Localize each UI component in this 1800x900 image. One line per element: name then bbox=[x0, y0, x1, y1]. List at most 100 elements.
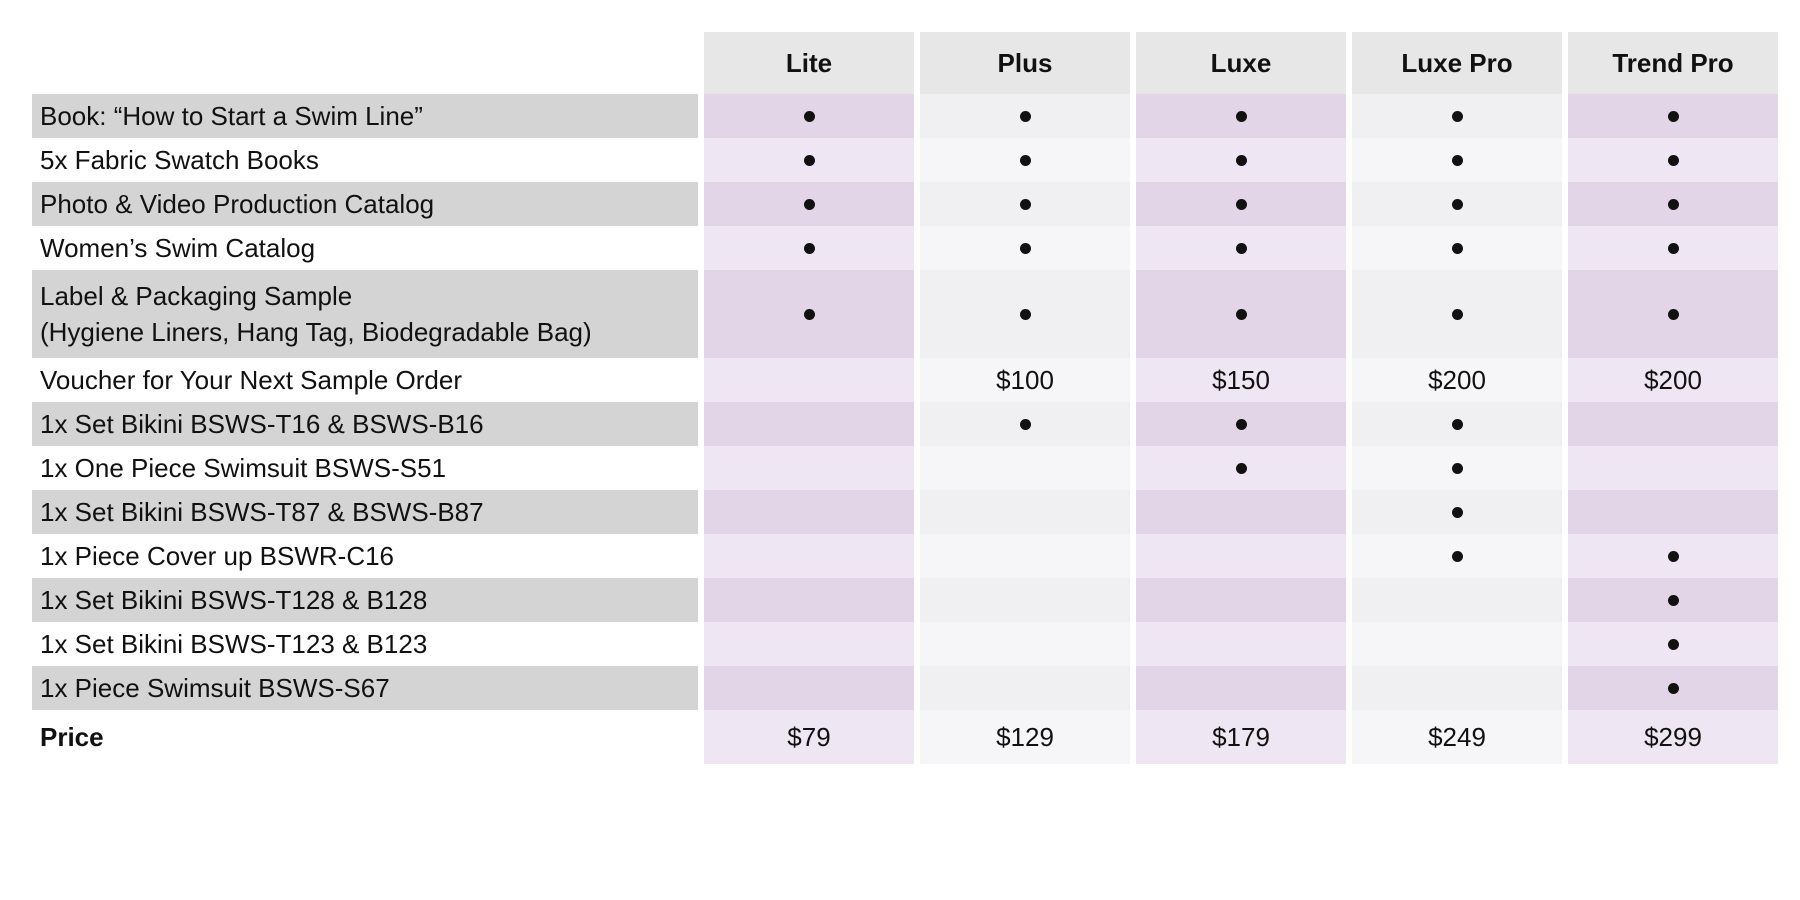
cell-plus bbox=[920, 490, 1130, 534]
bullet-dot-icon bbox=[1667, 242, 1679, 254]
bullet-dot-icon bbox=[1235, 242, 1247, 254]
bullet-dot-icon bbox=[1451, 418, 1463, 430]
bullet-dot-icon bbox=[1451, 110, 1463, 122]
bullet-dot-icon bbox=[1235, 198, 1247, 210]
cell-plus bbox=[920, 138, 1130, 182]
bullet-dot-icon bbox=[1235, 110, 1247, 122]
cell-luxe bbox=[1136, 622, 1346, 666]
cell-lite bbox=[704, 270, 914, 358]
cell-trend-pro bbox=[1568, 490, 1778, 534]
cell-plus: $100 bbox=[920, 358, 1130, 402]
bullet-dot-icon bbox=[1667, 198, 1679, 210]
row-label-line: 1x Piece Cover up BSWR-C16 bbox=[40, 541, 395, 571]
bullet-dot-icon bbox=[1235, 462, 1247, 474]
cell-lite bbox=[704, 446, 914, 490]
bullet-dot-icon bbox=[1235, 154, 1247, 166]
cell-luxe bbox=[1136, 578, 1346, 622]
bullet-dot-icon bbox=[1235, 418, 1247, 430]
bullet-dot-icon bbox=[1451, 308, 1463, 320]
bullet-dot-icon bbox=[1451, 506, 1463, 518]
cell-luxe-pro bbox=[1352, 402, 1562, 446]
row-label-text: Label & Packaging Sample (Hygiene Liners,… bbox=[40, 278, 592, 350]
bullet-dot-icon bbox=[1019, 418, 1031, 430]
cell-plus bbox=[920, 402, 1130, 446]
row-label: 5x Fabric Swatch Books bbox=[32, 138, 698, 182]
cell-luxe bbox=[1136, 666, 1346, 710]
row-label-text: 1x Set Bikini BSWS-T87 & BSWS-B87 bbox=[40, 494, 484, 530]
cell-value: $200 bbox=[1644, 364, 1702, 395]
cell-lite bbox=[704, 578, 914, 622]
cell-trend-pro bbox=[1568, 622, 1778, 666]
cell-lite bbox=[704, 622, 914, 666]
comparison-table: Lite Plus Luxe Luxe Pro Trend Pro Book: “How … bbox=[32, 32, 1778, 764]
bullet-dot-icon bbox=[1019, 154, 1031, 166]
bullet-dot-icon bbox=[1451, 242, 1463, 254]
cell-lite bbox=[704, 358, 914, 402]
cell-luxe bbox=[1136, 138, 1346, 182]
row-label-line: Photo & Video Production Catalog bbox=[40, 189, 435, 219]
cell-luxe-pro: $200 bbox=[1352, 358, 1562, 402]
row-label: Label & Packaging Sample (Hygiene Liners,… bbox=[32, 270, 698, 358]
row-label-text: Voucher for Your Next Sample Order bbox=[40, 362, 462, 398]
row-label: Book: “How to Start a Swim Line” bbox=[32, 94, 698, 138]
row-label-text: 1x One Piece Swimsuit BSWS-S51 bbox=[40, 450, 446, 486]
cell-trend-pro bbox=[1568, 534, 1778, 578]
bullet-dot-icon bbox=[803, 242, 815, 254]
bullet-dot-icon bbox=[803, 154, 815, 166]
row-label-text: 1x Set Bikini BSWS-T128 & B128 bbox=[40, 582, 427, 618]
row-label: 1x One Piece Swimsuit BSWS-S51 bbox=[32, 446, 698, 490]
row-label-line: 1x Set Bikini BSWS-T16 & BSWS-B16 bbox=[40, 409, 484, 439]
bullet-dot-icon bbox=[1019, 308, 1031, 320]
row-label-text: Book: “How to Start a Swim Line” bbox=[40, 98, 423, 134]
bullet-dot-icon bbox=[1667, 308, 1679, 320]
cell-luxe-pro bbox=[1352, 578, 1562, 622]
bullet-dot-icon bbox=[1667, 682, 1679, 694]
cell-plus bbox=[920, 94, 1130, 138]
row-label: Voucher for Your Next Sample Order bbox=[32, 358, 698, 402]
row-label-text: 1x Piece Cover up BSWR-C16 bbox=[40, 538, 394, 574]
row-label-line: 1x Set Bikini BSWS-T87 & BSWS-B87 bbox=[40, 497, 484, 527]
cell-luxe bbox=[1136, 534, 1346, 578]
column-header-lite: Lite bbox=[704, 32, 914, 94]
bullet-dot-icon bbox=[1667, 154, 1679, 166]
cell-plus bbox=[920, 270, 1130, 358]
header-corner bbox=[32, 32, 698, 94]
cell-lite bbox=[704, 402, 914, 446]
row-label: 1x Piece Cover up BSWR-C16 bbox=[32, 534, 698, 578]
row-label-line: Label & Packaging Sample bbox=[40, 281, 353, 311]
cell-lite bbox=[704, 666, 914, 710]
cell-luxe bbox=[1136, 490, 1346, 534]
cell-luxe-pro bbox=[1352, 226, 1562, 270]
bullet-dot-icon bbox=[803, 110, 815, 122]
cell-trend-pro bbox=[1568, 94, 1778, 138]
cell-luxe: $150 bbox=[1136, 358, 1346, 402]
cell-value: $150 bbox=[1212, 364, 1270, 395]
row-label-text: Women’s Swim Catalog bbox=[40, 230, 315, 266]
cell-trend-pro bbox=[1568, 402, 1778, 446]
cell-value: $100 bbox=[996, 364, 1054, 395]
row-label-line: 5x Fabric Swatch Books bbox=[40, 145, 319, 175]
cell-trend-pro bbox=[1568, 666, 1778, 710]
cell-plus bbox=[920, 446, 1130, 490]
bullet-dot-icon bbox=[1451, 462, 1463, 474]
cell-luxe-pro bbox=[1352, 534, 1562, 578]
cell-lite bbox=[704, 94, 914, 138]
row-label-line: (Hygiene Liners, Hang Tag, Biodegradable… bbox=[40, 317, 592, 347]
bullet-dot-icon bbox=[803, 198, 815, 210]
cell-luxe bbox=[1136, 94, 1346, 138]
cell-plus bbox=[920, 578, 1130, 622]
cell-plus bbox=[920, 534, 1130, 578]
cell-trend-pro bbox=[1568, 182, 1778, 226]
cell-luxe-pro bbox=[1352, 182, 1562, 226]
row-label: 1x Set Bikini BSWS-T16 & BSWS-B16 bbox=[32, 402, 698, 446]
cell-lite bbox=[704, 534, 914, 578]
price-label: Price bbox=[32, 710, 698, 764]
cell-lite bbox=[704, 226, 914, 270]
cell-luxe bbox=[1136, 446, 1346, 490]
column-header-luxe: Luxe bbox=[1136, 32, 1346, 94]
row-label-line: Women’s Swim Catalog bbox=[40, 233, 316, 263]
bullet-dot-icon bbox=[1019, 198, 1031, 210]
row-label: Women’s Swim Catalog bbox=[32, 226, 698, 270]
column-header-plus: Plus bbox=[920, 32, 1130, 94]
price-luxe: $179 bbox=[1136, 710, 1346, 764]
